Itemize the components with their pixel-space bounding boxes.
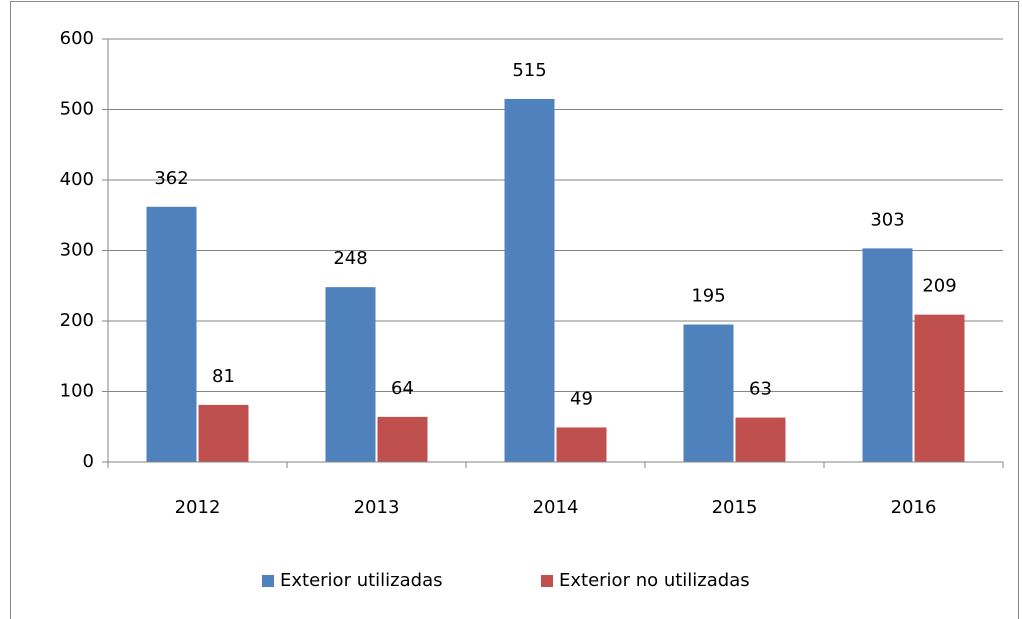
x-tick-label: 2013: [354, 497, 400, 518]
bar: [735, 417, 786, 462]
bar: [683, 324, 734, 462]
legend-swatch: [262, 575, 274, 587]
legend-swatch: [541, 575, 553, 587]
y-tick-label: 100: [60, 381, 94, 402]
y-tick-label: 500: [60, 99, 94, 120]
bar: [914, 314, 965, 462]
bar: [377, 416, 428, 462]
y-tick-label: 0: [83, 451, 94, 472]
data-label: 209: [922, 276, 956, 297]
bar: [325, 287, 376, 462]
data-label: 81: [212, 366, 235, 387]
bar: [556, 427, 607, 462]
data-label: 248: [333, 248, 367, 269]
data-label: 49: [570, 388, 593, 409]
y-tick-label: 300: [60, 240, 94, 261]
y-tick-label: 400: [60, 169, 94, 190]
x-tick-label: 2016: [891, 497, 937, 518]
bar: [504, 98, 555, 463]
y-tick-label: 600: [60, 28, 94, 49]
bar: [862, 248, 913, 462]
y-tick-label: 200: [60, 310, 94, 331]
legend-label: Exterior no utilizadas: [559, 570, 750, 591]
x-tick-label: 2012: [175, 497, 221, 518]
data-label: 195: [691, 286, 725, 307]
data-label: 64: [391, 378, 414, 399]
chart-frame: [10, 1, 1019, 619]
data-label: 63: [749, 379, 772, 400]
legend-label: Exterior utilizadas: [280, 570, 442, 591]
data-label: 303: [870, 209, 904, 230]
bar: [146, 206, 197, 462]
data-label: 362: [154, 168, 188, 189]
bar: [198, 404, 249, 462]
data-label: 515: [512, 60, 546, 81]
x-tick-label: 2014: [533, 497, 579, 518]
x-tick-label: 2015: [712, 497, 758, 518]
